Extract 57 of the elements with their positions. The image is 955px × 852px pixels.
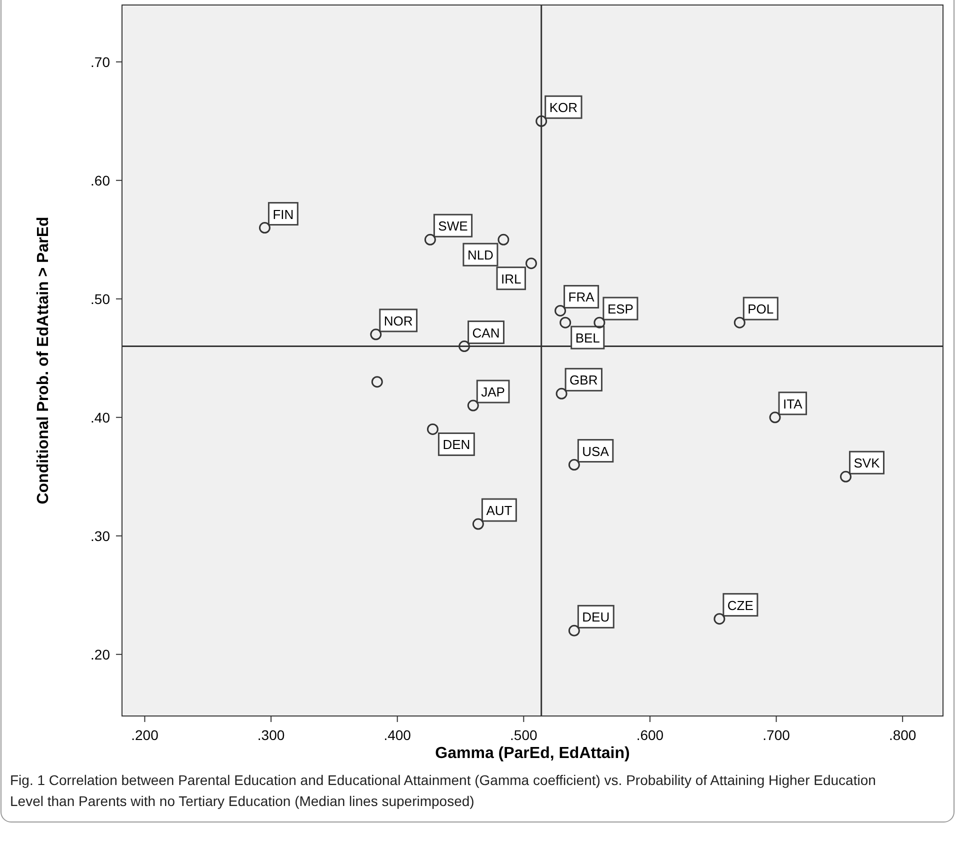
annotation: SWE	[438, 218, 468, 234]
x-tick-label: .400	[384, 727, 412, 743]
annotation: CZE	[727, 598, 754, 613]
annotation: CAN	[472, 325, 500, 340]
y-tick-label: .60	[90, 172, 110, 188]
y-tick-label: .50	[90, 290, 110, 307]
point	[467, 400, 479, 412]
x-tick-label: .300	[257, 727, 285, 743]
annotation: AUT	[486, 503, 512, 518]
point	[498, 234, 510, 246]
point	[525, 258, 537, 270]
annotation: SVK	[854, 456, 880, 471]
point	[568, 624, 580, 636]
point	[424, 234, 436, 246]
point	[769, 412, 781, 424]
point	[554, 304, 566, 316]
annotation: ESP	[607, 302, 634, 317]
y-tick-label: .30	[90, 528, 110, 544]
point	[426, 423, 438, 435]
annotation: POL	[748, 302, 774, 317]
annotation: FIN	[272, 206, 294, 222]
point	[536, 115, 548, 127]
annotation: JAP	[481, 384, 505, 400]
annotation: IRL	[501, 271, 522, 286]
point	[258, 222, 270, 234]
point	[594, 316, 606, 328]
x-tick-label: .500	[510, 727, 538, 743]
annotation: NLD	[467, 248, 494, 263]
x-tick-label: .700	[762, 727, 790, 743]
point	[840, 470, 852, 482]
annotation: NOR	[384, 313, 413, 328]
y-axis-title: Conditional Prob. of EdAttain > ParEd	[35, 216, 52, 504]
annotation: DEU	[582, 610, 610, 625]
point	[371, 376, 383, 388]
y-tick-label: .40	[90, 409, 110, 426]
annotation: KOR	[549, 100, 578, 116]
x-tick-label: .200	[131, 727, 159, 743]
annotation: GBR	[570, 372, 598, 388]
annotation: USA	[582, 444, 610, 459]
point	[458, 340, 470, 352]
annotation: FRA	[568, 290, 595, 305]
annotation: ITA	[783, 396, 803, 412]
point	[472, 518, 484, 530]
point	[560, 316, 572, 328]
x-axis-title: Gamma (ParEd, EdAttain)	[435, 745, 630, 762]
point	[568, 459, 580, 471]
annotation: DEN	[442, 437, 470, 452]
annotation: BEL	[575, 330, 600, 346]
y-tick-label: .70	[90, 54, 110, 70]
y-tick-label: .20	[90, 646, 110, 662]
caption: Fig. 1 Correlation between Parental Education and Educational Attainment (Gamma coefficient) vs. Probability of Attaining Higher Education Level than Parents with no Tertiary Education (Median lines superimposed)	[10, 772, 876, 809]
point	[714, 613, 726, 625]
point	[734, 316, 746, 328]
x-tick-label: .600	[636, 727, 664, 743]
x-tick-label: .800	[888, 727, 916, 743]
point	[370, 328, 382, 340]
point	[556, 388, 568, 400]
